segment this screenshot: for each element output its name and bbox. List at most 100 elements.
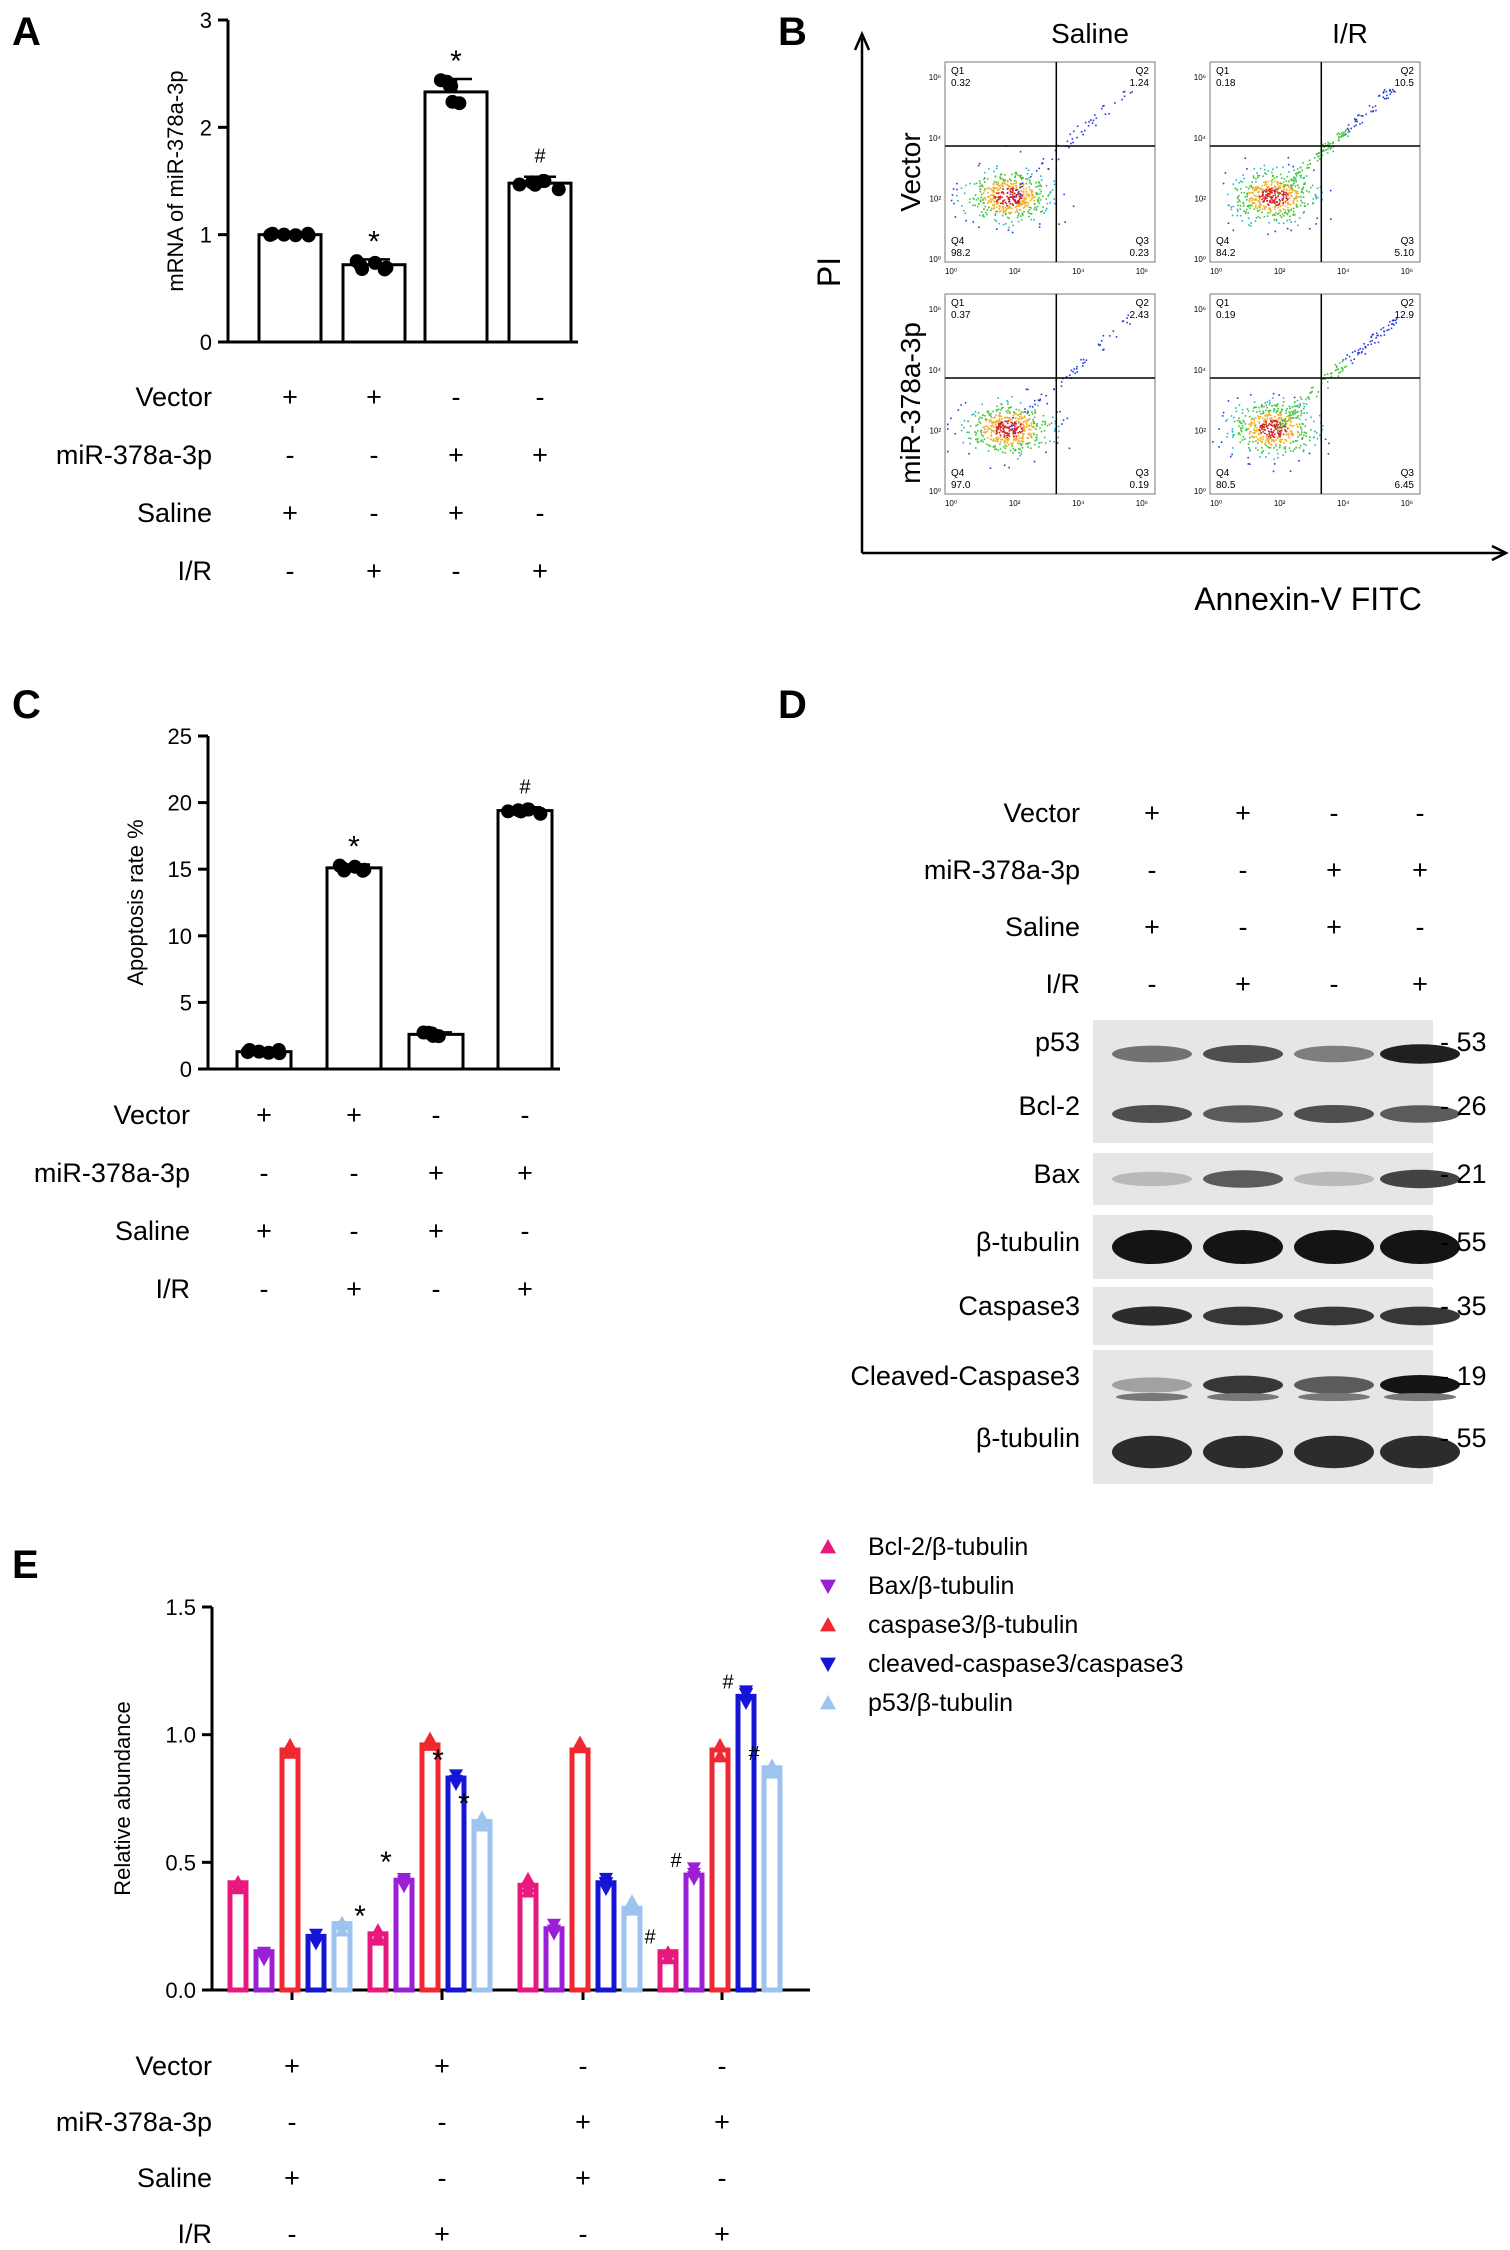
panel-e-data-point: [713, 1749, 727, 1763]
facs-event: [1012, 224, 1015, 227]
facs-event: [1022, 417, 1024, 420]
facs-event: [1274, 420, 1276, 422]
facs-event: [1019, 431, 1022, 434]
panel-d-letter: D: [778, 683, 807, 727]
facs-event: [1359, 347, 1362, 350]
facs-event: [1292, 434, 1295, 436]
facs-event: [1011, 203, 1014, 205]
facs-event: [992, 438, 995, 440]
facs-event: [1003, 440, 1006, 443]
facs-event: [1278, 421, 1281, 424]
facs-event: [1000, 438, 1002, 441]
facs-event: [1330, 147, 1333, 149]
panel-a-data-point: [353, 258, 368, 273]
panel-a-cond-sign: -: [286, 556, 295, 586]
facs-event: [1266, 215, 1269, 217]
facs-event: [1302, 188, 1304, 190]
facs-event: [987, 428, 989, 431]
blot-protein-label: β-tubulin: [976, 1227, 1080, 1257]
facs-event: [1370, 110, 1372, 113]
facs-event: [983, 208, 985, 211]
facs-event: [1041, 162, 1044, 164]
facs-event: [1028, 212, 1030, 215]
facs-event: [1009, 449, 1012, 452]
facs-event: [1040, 211, 1042, 213]
facs-event: [1001, 202, 1004, 204]
facs-event: [1253, 424, 1256, 427]
facs-event: [1259, 167, 1262, 170]
facs-event: [1018, 447, 1020, 450]
blot-band: [1203, 1230, 1283, 1264]
facs-event: [1247, 212, 1250, 214]
panel-d-cond-sign: -: [1416, 798, 1425, 828]
facs-event: [1268, 435, 1271, 437]
facs-event: [1023, 425, 1025, 428]
facs-event: [1001, 418, 1003, 420]
facs-event: [1264, 184, 1266, 186]
panel-c-cond-sign: +: [256, 1216, 272, 1246]
facs-event: [1266, 414, 1269, 416]
facs-event: [979, 422, 982, 424]
facs-event: [1057, 425, 1060, 428]
facs-event: [995, 421, 998, 424]
facs-event: [1269, 196, 1272, 198]
facs-event: [1284, 420, 1286, 422]
facs-plot-frame: [1209, 61, 1421, 263]
facs-event: [1282, 454, 1285, 456]
facs-event: [1292, 417, 1295, 419]
panel-e-cond-label: I/R: [177, 2219, 212, 2249]
panel-a-data-point: [368, 255, 383, 270]
facs-event: [1288, 180, 1290, 183]
facs-event: [986, 418, 988, 421]
facs-event: [1265, 420, 1267, 423]
facs-event: [1005, 420, 1008, 423]
facs-event: [1036, 425, 1038, 428]
facs-event: [1270, 420, 1273, 423]
facs-event: [1010, 182, 1012, 185]
facs-event: [1026, 204, 1029, 206]
panel-e-data-point: [231, 1879, 245, 1893]
facs-event: [1251, 422, 1253, 424]
facs-event: [1250, 430, 1252, 433]
facs-event: [1028, 186, 1030, 188]
facs-event: [1033, 416, 1036, 419]
facs-event: [1057, 436, 1060, 439]
facs-event: [1276, 175, 1278, 178]
facs-event: [1002, 424, 1004, 427]
facs-event: [1278, 446, 1281, 449]
facs-event: [1238, 181, 1241, 184]
facs-event: [1277, 206, 1279, 209]
facs-event: [1337, 139, 1340, 142]
facs-event: [1282, 401, 1285, 403]
facs-event: [1255, 416, 1257, 419]
facs-event: [1004, 452, 1007, 454]
facs-event: [962, 441, 965, 444]
facs-event: [1295, 192, 1298, 195]
facs-event: [1000, 436, 1002, 438]
facs-event: [1095, 117, 1098, 120]
facs-event: [1393, 90, 1395, 92]
facs-event: [975, 432, 978, 434]
facs-event: [1017, 458, 1019, 460]
facs-x-tick-label: 10⁰: [945, 499, 957, 508]
panel-e-data-point: [257, 1953, 271, 1966]
facs-event: [987, 187, 989, 189]
facs-event: [1252, 177, 1255, 179]
panel-a-data-point: [445, 94, 460, 109]
facs-plot: Q10.19Q212.9Q36.45Q480.510⁰10⁰10²10²10⁴1…: [1194, 293, 1421, 508]
facs-event: [1261, 195, 1263, 197]
facs-event: [1024, 430, 1026, 432]
facs-event: [1278, 433, 1280, 436]
facs-event: [1297, 192, 1299, 195]
facs-event: [1006, 438, 1009, 441]
facs-event: [1280, 426, 1282, 429]
facs-event: [1267, 435, 1270, 438]
panel-c-cond-sign: -: [432, 1274, 441, 1304]
facs-event: [997, 184, 999, 187]
facs-event: [995, 410, 998, 412]
facs-event: [1255, 406, 1257, 409]
facs-event: [1022, 421, 1025, 423]
facs-event: [1344, 133, 1347, 136]
facs-event: [1322, 424, 1324, 427]
facs-event: [1377, 95, 1380, 97]
